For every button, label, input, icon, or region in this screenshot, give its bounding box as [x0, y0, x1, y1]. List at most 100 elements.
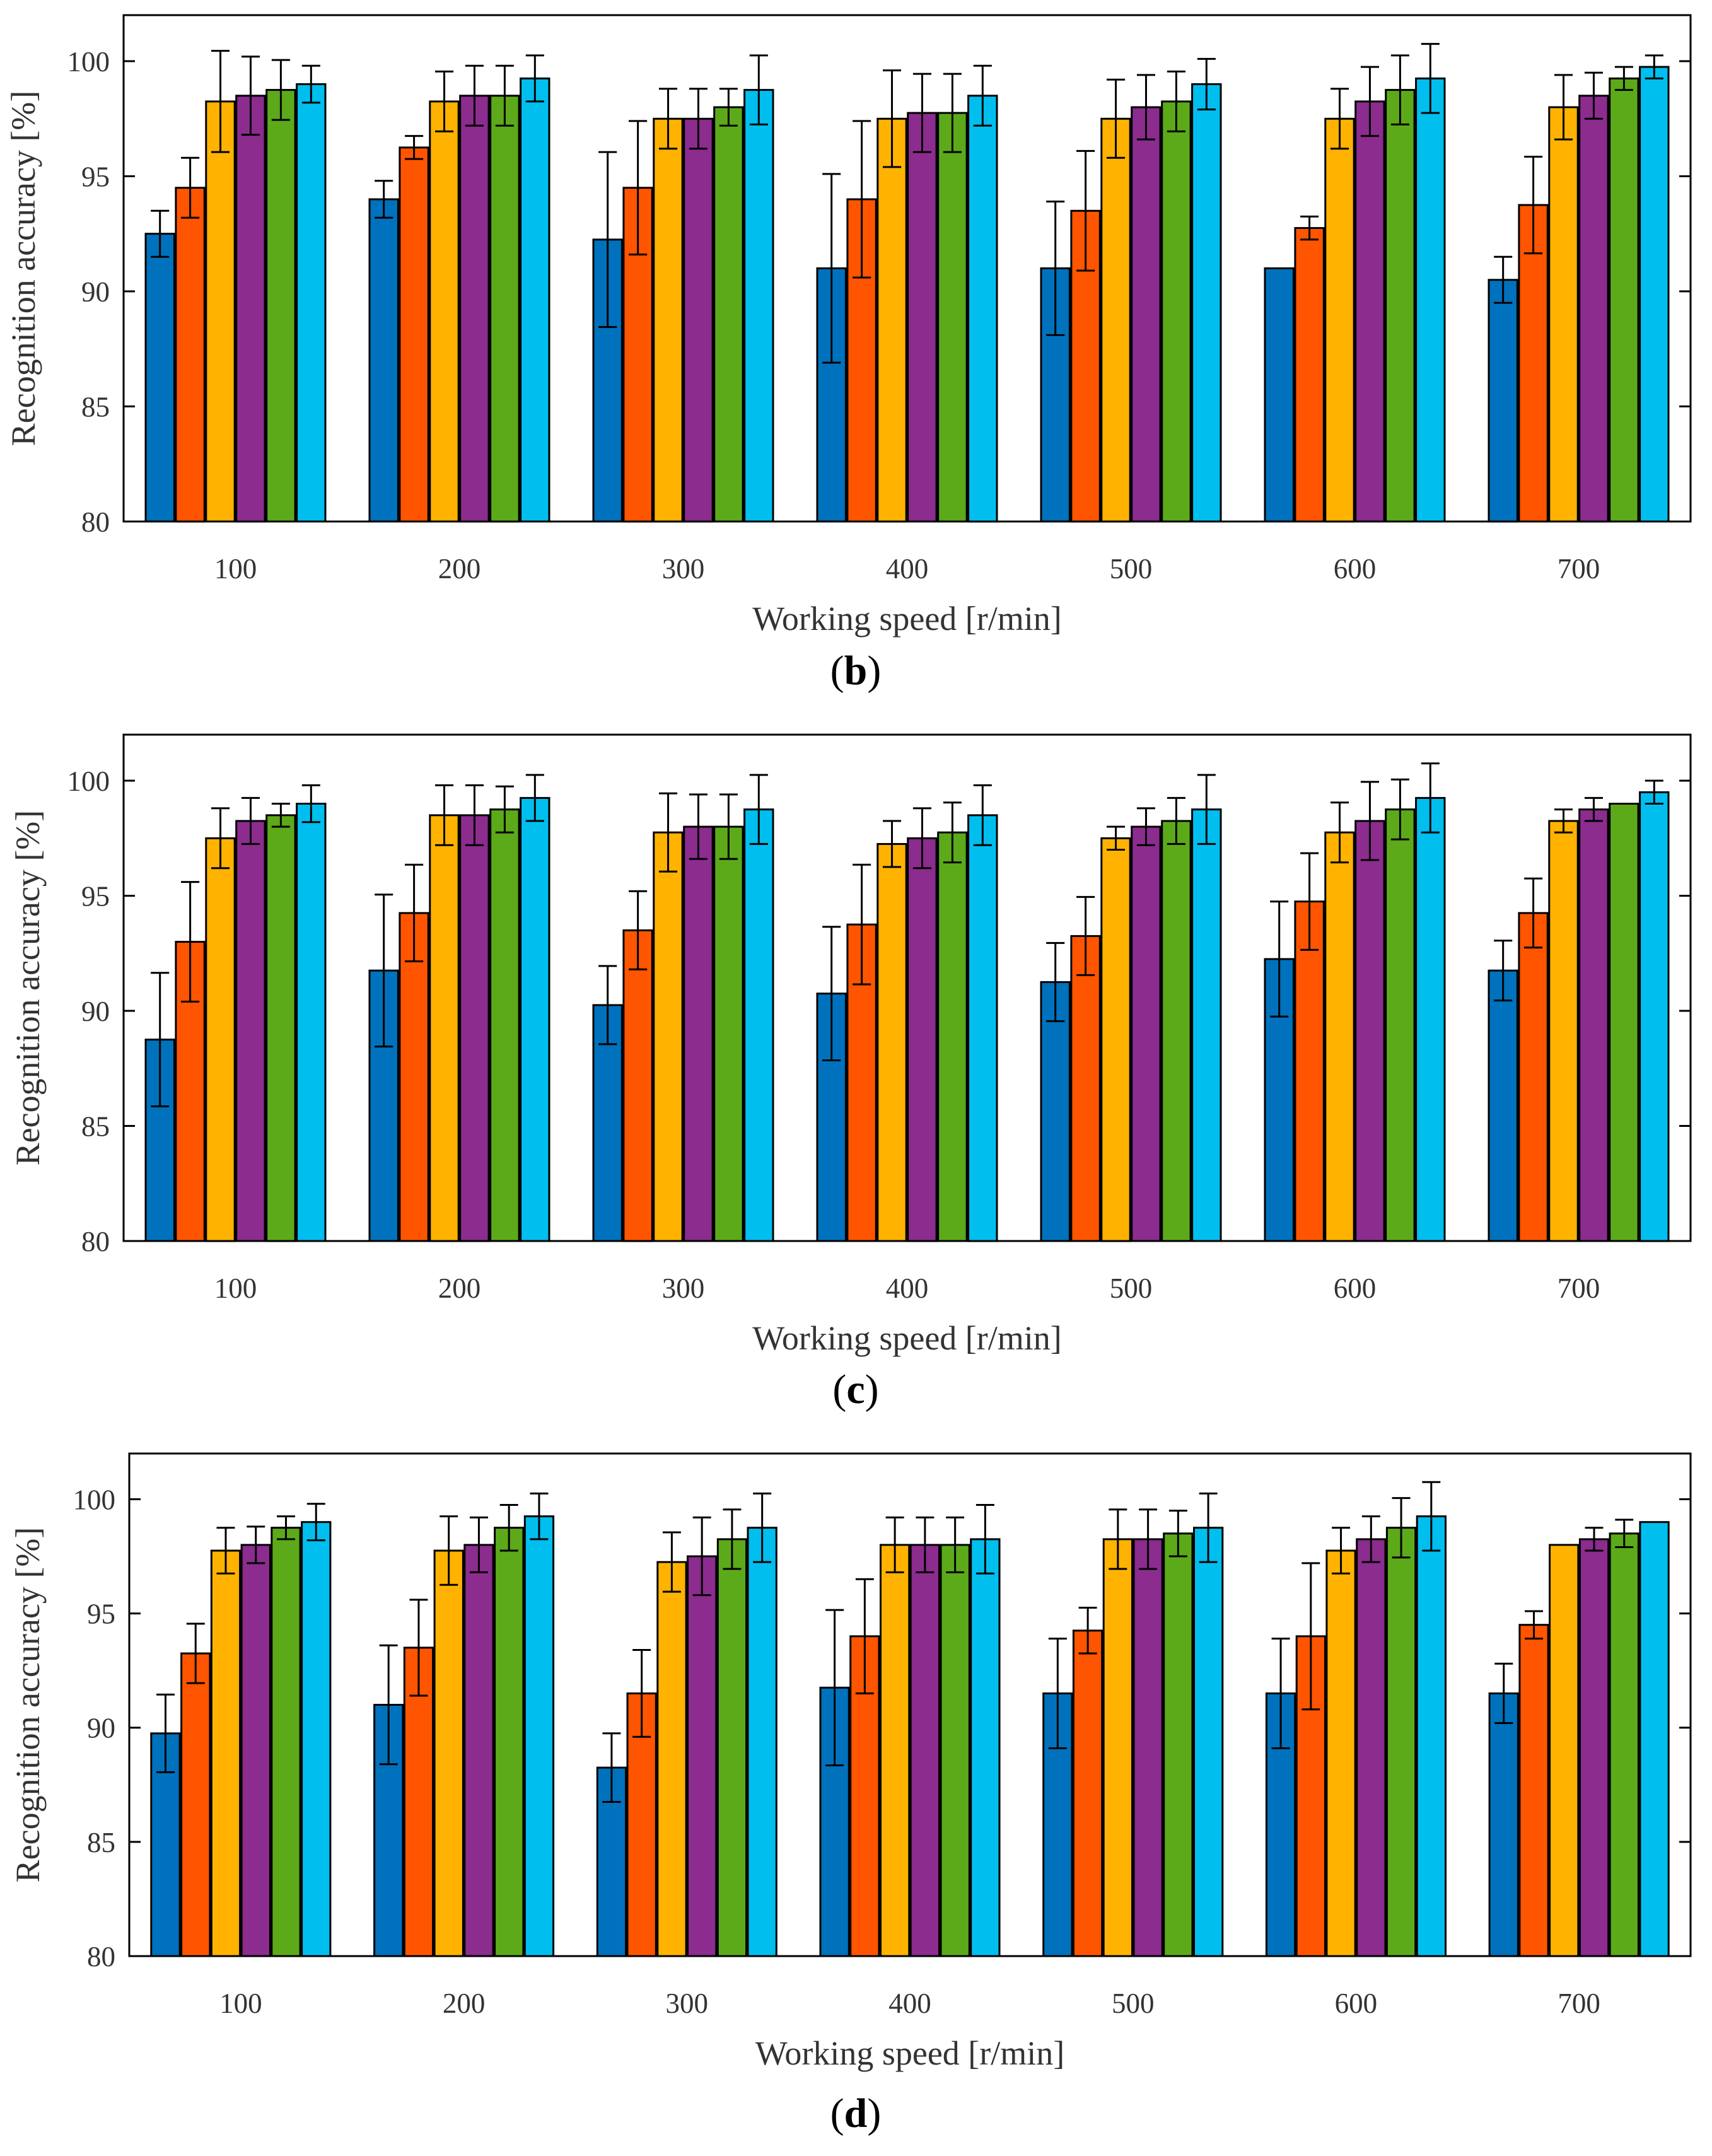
- bar-100-series-4: [235, 820, 266, 1242]
- bar-100-series-6: [296, 803, 327, 1242]
- x-axis-label: Working speed [r/min]: [755, 2034, 1065, 2072]
- bar-200-series-1: [368, 198, 399, 523]
- bar-300-series-3: [653, 831, 684, 1242]
- y-axis-label: Recognition accuracy [%]: [9, 1527, 47, 1883]
- error-bar-300-series-3: [658, 792, 678, 873]
- error-bar-400-series-5: [943, 801, 962, 864]
- bar-700-series-5: [1609, 1532, 1639, 1957]
- bar-100-series-4: [235, 95, 266, 523]
- bar-700-series-1: [1488, 1692, 1519, 1957]
- error-bar-300-series-6: [749, 54, 768, 125]
- error-bar-200-series-6: [525, 774, 544, 822]
- x-tick-label: 600: [1334, 553, 1377, 585]
- y-tick-label: 80: [81, 1226, 110, 1257]
- bar-100-series-6: [296, 83, 327, 523]
- bar-700-series-5: [1609, 77, 1639, 523]
- error-bar-200-series-4: [465, 64, 484, 127]
- error-bar-500-series-3: [1106, 78, 1126, 159]
- bar-600-series-2: [1294, 900, 1325, 1242]
- bar-200-series-5: [489, 95, 520, 523]
- bar-200-series-3: [429, 814, 460, 1242]
- error-bar-400-series-5: [946, 1516, 965, 1573]
- error-bar-300-series-4: [689, 88, 708, 150]
- bar-700-series-2: [1518, 1624, 1549, 1957]
- error-bar-200-series-6: [530, 1492, 549, 1541]
- error-bar-500-series-5: [1168, 1510, 1187, 1558]
- error-bar-300-series-1: [598, 151, 617, 329]
- error-bar-100-series-4: [241, 796, 260, 845]
- chart-panel-c: 100 200 300 400 500 600 700 80 85 90 95 100 Working …: [9, 733, 1692, 1413]
- bar-500-series-4: [1131, 825, 1162, 1242]
- bar-700-series-6: [1639, 66, 1670, 523]
- bar-300-series-4: [683, 117, 714, 523]
- error-bar-700-series-3: [1554, 808, 1573, 834]
- error-bar-500-series-5: [1167, 796, 1185, 845]
- error-bar-600-series-1: [1271, 1637, 1290, 1749]
- error-bar-200-series-5: [499, 1504, 518, 1552]
- bar-100-series-4: [240, 1544, 271, 1957]
- error-bar-700-series-1: [1494, 255, 1513, 304]
- error-bar-500-series-6: [1199, 1492, 1218, 1563]
- error-bar-400-series-2: [853, 120, 871, 279]
- error-bar-200-series-6: [525, 54, 544, 103]
- y-tick-label: 100: [67, 766, 110, 797]
- x-tick-label: 700: [1558, 1273, 1600, 1304]
- error-bar-400-series-4: [916, 1516, 935, 1573]
- bar-500-series-1: [1040, 981, 1071, 1242]
- plot-frame: [122, 14, 1692, 523]
- bar-300-series-5: [713, 825, 744, 1242]
- error-bar-700-series-6: [1645, 54, 1663, 79]
- error-bar-300-series-2: [629, 120, 648, 256]
- bar-200-series-6: [523, 1515, 555, 1957]
- bar-400-series-6: [970, 1538, 1001, 1957]
- x-tick-label: 700: [1558, 1988, 1600, 2019]
- error-bar-400-series-3: [882, 69, 902, 168]
- error-bar-200-series-2: [405, 135, 424, 160]
- bar-100-series-5: [271, 1527, 301, 1957]
- bar-600-series-5: [1385, 89, 1416, 523]
- bar-500-series-6: [1193, 1527, 1224, 1957]
- error-bar-600-series-2: [1301, 1562, 1320, 1711]
- bar-200-series-2: [399, 912, 429, 1242]
- error-bar-700-series-6: [1645, 779, 1663, 805]
- y-tick-label: 85: [87, 1827, 115, 1858]
- error-bar-200-series-4: [465, 784, 484, 846]
- bar-300-series-6: [747, 1527, 777, 1957]
- x-tick-label: 200: [443, 1988, 486, 2019]
- y-tick-label: 95: [81, 881, 110, 912]
- error-bar-100-series-4: [247, 1525, 265, 1565]
- error-bar-400-series-2: [853, 863, 871, 986]
- error-bar-600-series-2: [1300, 215, 1319, 241]
- bar-600-series-4: [1356, 1538, 1387, 1957]
- bar-200-series-4: [463, 1544, 494, 1957]
- error-bar-500-series-2: [1078, 1607, 1097, 1655]
- error-bar-200-series-1: [379, 1644, 398, 1766]
- error-bar-200-series-1: [375, 894, 393, 1048]
- bar-300-series-2: [622, 929, 653, 1242]
- error-bar-600-series-5: [1390, 778, 1409, 841]
- x-tick-label: 300: [662, 1273, 705, 1304]
- bar-300-series-4: [683, 825, 714, 1242]
- bar-200-series-5: [494, 1527, 525, 1957]
- x-tick-label: 500: [1110, 553, 1153, 585]
- y-axis-label: Recognition accuracy [%]: [4, 91, 42, 446]
- bar-500-series-2: [1072, 1629, 1103, 1957]
- error-bar-100-series-5: [271, 59, 290, 121]
- error-bar-400-series-3: [882, 820, 902, 868]
- bar-700-series-5: [1609, 803, 1639, 1242]
- x-tick-label: 100: [214, 1273, 257, 1304]
- error-bar-100-series-6: [301, 784, 320, 824]
- error-bar-400-series-1: [822, 173, 841, 364]
- bar-300-series-3: [653, 117, 684, 523]
- x-axis-label: Working speed [r/min]: [752, 600, 1062, 638]
- bar-200-series-3: [433, 1549, 464, 1957]
- error-bar-300-series-2: [632, 1649, 651, 1738]
- x-tick-label: 200: [438, 553, 481, 585]
- error-bar-700-series-5: [1615, 1518, 1634, 1549]
- error-bar-300-series-1: [598, 965, 617, 1046]
- bar-500-series-6: [1191, 83, 1222, 523]
- bar-500-series-3: [1102, 1538, 1133, 1957]
- error-bar-100-series-3: [211, 807, 230, 870]
- x-tick-label: 700: [1558, 553, 1600, 585]
- y-tick-label: 95: [87, 1599, 115, 1630]
